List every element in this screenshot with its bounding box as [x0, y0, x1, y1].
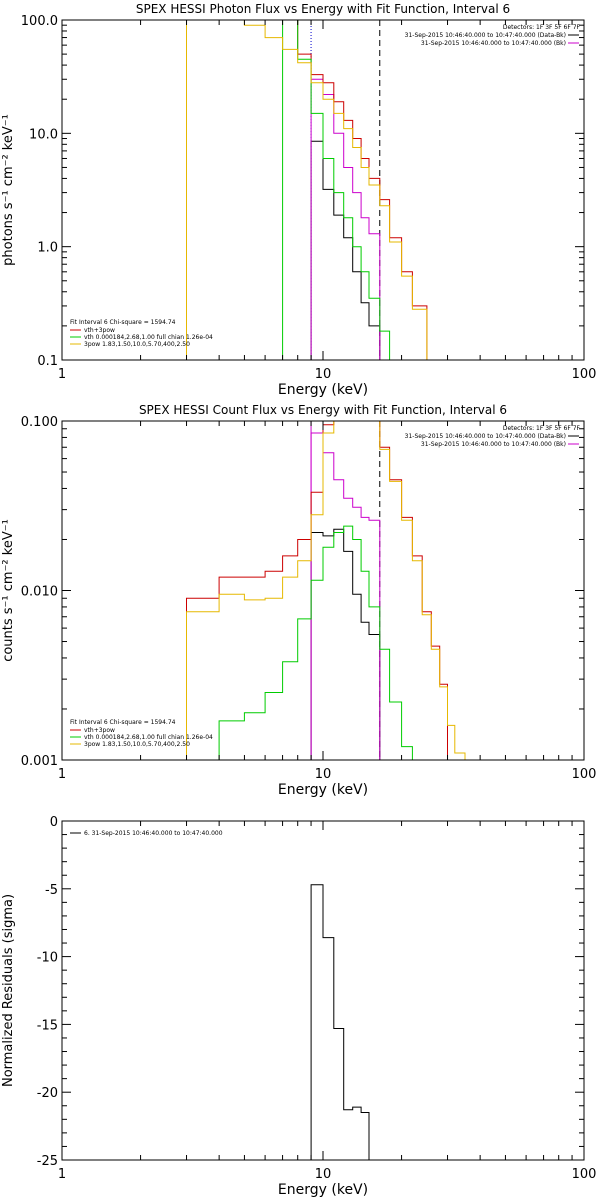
y-tick-label: -10: [37, 951, 58, 966]
legend-left-item: vth 0.000184,2.68,1.00 full chian 1.26e-…: [84, 334, 213, 341]
series-data-bk: [310, 140, 381, 360]
legend-right-item: 31-Sep-2015 10:46:40.000 to 10:47:40.000…: [405, 32, 566, 39]
chart-panel-2: SPEX HESSI Count Flux vs Energy with Fit…: [1, 403, 596, 798]
series-residuals: [310, 884, 380, 1160]
fit-info-label: Fit Interval 6 Chi-square = 1594.74: [70, 719, 176, 726]
detectors-label: Detectors: 1F 3F 5F 6F 7F: [503, 24, 581, 31]
chart-title: SPEX HESSI Count Flux vs Energy with Fit…: [139, 403, 507, 417]
detectors-label: Detectors: 1F 3F 5F 6F 7F: [503, 425, 581, 432]
series-vth+3pow: [186, 20, 428, 360]
x-tick-label: 10: [315, 1167, 332, 1182]
legend-left-item: vth 0.000184,2.68,1.00 full chian 1.26e-…: [84, 734, 213, 741]
x-tick-label: 100: [572, 767, 597, 782]
y-tick-label: -20: [37, 1086, 58, 1101]
x-tick-label: 10: [315, 367, 332, 382]
chart-panel-3: 1 10 100 0 -5 -10 -15 -20 -25 Energy (keV) Normali…: [1, 815, 596, 1198]
series-data-bk: [310, 528, 381, 760]
y-tick-label: -15: [37, 1018, 58, 1033]
y-tick-label: 1.0: [37, 241, 58, 256]
plot-frame: [61, 820, 585, 1161]
x-axis-label: Energy (keV): [278, 1182, 368, 1198]
y-tick-label: 10.0: [29, 127, 58, 142]
y-tick-label: 0.100: [21, 415, 58, 430]
series-3pow: [186, 421, 481, 760]
y-tick-label: -5: [45, 883, 58, 898]
x-tick-label: 100: [572, 367, 597, 382]
y-tick-label: 100.0: [21, 14, 58, 29]
series-3pow: [186, 20, 428, 360]
x-tick-label: 10: [315, 767, 332, 782]
x-axis-label: Energy (keV): [278, 382, 368, 398]
legend-left-item: 3pow 1.83,1.50,10.0,5.70,400,2.50: [84, 341, 190, 348]
fit-info-label: Fit Interval 6 Chi-square = 1594.74: [70, 319, 176, 326]
x-tick-label: 1: [58, 767, 66, 782]
plot-area: [186, 421, 481, 760]
plot-area: [186, 20, 428, 360]
x-tick-label: 1: [58, 367, 66, 382]
y-tick-label: 0.001: [21, 754, 58, 769]
legend-right-item: 31-Sep-2015 10:46:40.000 to 10:47:40.000…: [421, 441, 566, 448]
series-vth+3pow: [186, 421, 448, 760]
chart-title: SPEX HESSI Photon Flux vs Energy with Fi…: [136, 2, 510, 16]
series-vth: [282, 20, 402, 360]
series-vth: [218, 525, 413, 760]
legend-left-item: vth+3pow: [84, 327, 115, 334]
x-tick-label: 1: [58, 1167, 66, 1182]
plot-frame: [61, 19, 585, 361]
y-axis-label: counts s⁻¹ cm⁻² keV⁻¹: [1, 519, 16, 662]
y-axis-label: Normalized Residuals (sigma): [1, 894, 16, 1087]
y-tick-label: 0.010: [21, 585, 58, 600]
y-tick-label: 0.1: [37, 354, 58, 369]
chart-panel-1: SPEX HESSI Photon Flux vs Energy with Fi…: [1, 2, 596, 398]
legend-left-item: 3pow 1.83,1.50,10.0,5.70,400,2.50: [84, 741, 190, 748]
legend-right-item: 31-Sep-2015 10:46:40.000 to 10:47:40.000…: [405, 433, 566, 440]
y-tick-label: -25: [37, 1154, 58, 1169]
plot-area: [310, 884, 380, 1160]
x-axis-label: Energy (keV): [278, 782, 368, 798]
legend-left-item: vth+3pow: [84, 727, 115, 734]
legend-right-item: 31-Sep-2015 10:46:40.000 to 10:47:40.000…: [421, 40, 566, 47]
x-tick-label: 100: [572, 1167, 597, 1182]
legend-left-item: 6. 31-Sep-2015 10:46:40.000 to 10:47:40.…: [84, 830, 223, 837]
y-axis-label: photons s⁻¹ cm⁻² keV⁻¹: [1, 114, 16, 266]
y-tick-label: 0: [50, 815, 58, 830]
